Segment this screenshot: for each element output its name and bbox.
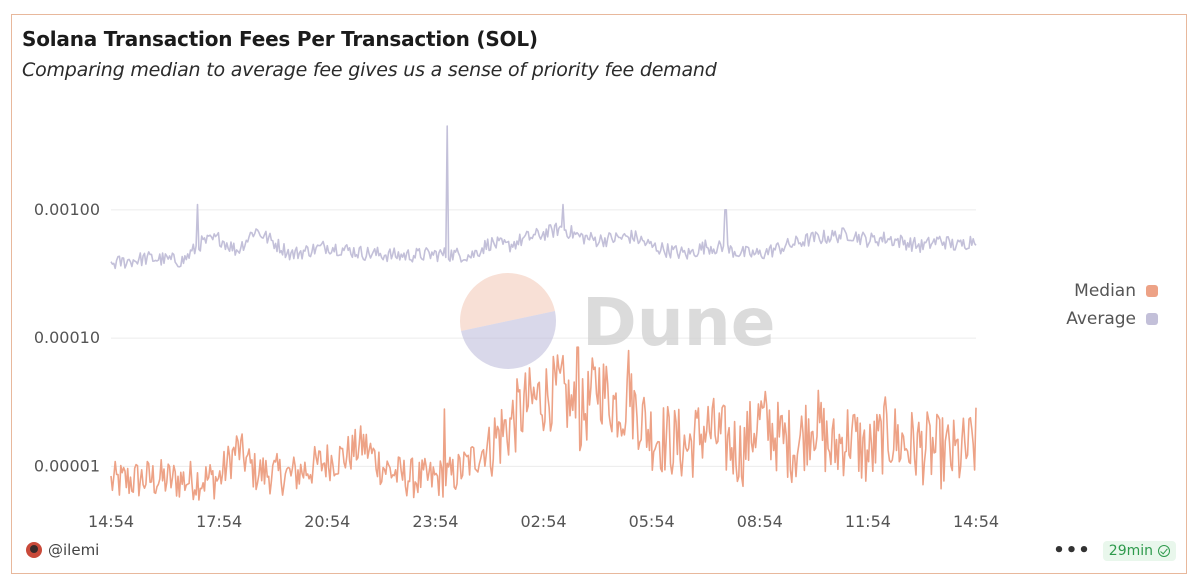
x-tick-label: 20:54 bbox=[304, 512, 350, 531]
x-tick-label: 23:54 bbox=[412, 512, 458, 531]
y-tick-label: 0.00001 bbox=[34, 456, 100, 475]
x-tick-label: 11:54 bbox=[845, 512, 891, 531]
author-handle: @ilemi bbox=[48, 541, 100, 559]
x-tick-label: 14:54 bbox=[88, 512, 134, 531]
legend-item-median[interactable]: Median bbox=[1066, 277, 1158, 305]
x-tick-label: 08:54 bbox=[737, 512, 783, 531]
refresh-time: 29min bbox=[1108, 542, 1153, 559]
avatar bbox=[26, 542, 42, 558]
dune-watermark: Dune bbox=[460, 273, 776, 369]
watermark-text: Dune bbox=[582, 284, 776, 361]
x-tick-label: 02:54 bbox=[520, 512, 566, 531]
x-tick-label: 17:54 bbox=[196, 512, 242, 531]
legend-swatch-median bbox=[1146, 285, 1158, 297]
x-tick-label: 14:54 bbox=[953, 512, 999, 531]
series-line-median bbox=[110, 346, 977, 501]
more-options-button[interactable]: ••• bbox=[1053, 540, 1091, 561]
legend: Median Average bbox=[1066, 277, 1158, 333]
chart-subtitle: Comparing median to average fee gives us… bbox=[22, 59, 717, 81]
author[interactable]: @ilemi bbox=[26, 541, 99, 559]
chart-area: Dune 0.00100 0.00010 0.00001 14:54 17:54 20:… bbox=[34, 125, 999, 531]
x-tick-label: 05:54 bbox=[629, 512, 675, 531]
legend-label-median: Median bbox=[1074, 281, 1136, 301]
chart-title: Solana Transaction Fees Per Transaction … bbox=[22, 27, 538, 51]
footer-actions: ••• 29min bbox=[1053, 540, 1176, 561]
y-tick-label: 0.00010 bbox=[34, 328, 100, 347]
y-tick-label: 0.00100 bbox=[34, 200, 100, 219]
legend-label-average: Average bbox=[1066, 309, 1136, 329]
refresh-badge[interactable]: 29min bbox=[1102, 540, 1176, 561]
legend-swatch-average bbox=[1146, 313, 1158, 325]
series-line-average bbox=[110, 125, 977, 270]
check-circle-icon bbox=[1158, 544, 1170, 557]
legend-item-average[interactable]: Average bbox=[1066, 305, 1158, 333]
chart-card: Solana Transaction Fees Per Transaction … bbox=[11, 14, 1187, 574]
